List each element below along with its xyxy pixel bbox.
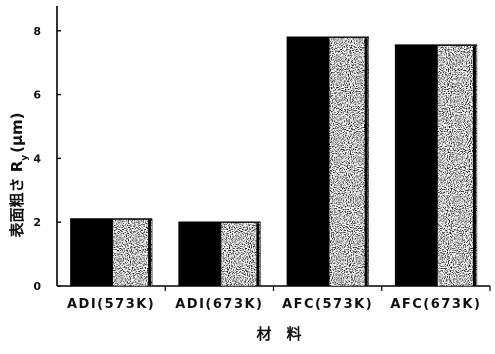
x-axis-title: 材 料 [256, 325, 301, 343]
x-tick-label-0: ADI(573K) [67, 297, 155, 312]
y-tick-label-2: 4 [33, 152, 41, 165]
svg-text:表面粗さ Ry(μm): 表面粗さ Ry (μm) [8, 112, 30, 237]
plot-area: 0 2 4 6 8 ADI(573K) ADI(673K) AFC(573K) AFC(673K… [33, 6, 491, 312]
y-axis-title-main: 表面粗さ R [8, 160, 26, 237]
bar-speckle-3 [437, 45, 477, 286]
bar-edge-2 [364, 38, 368, 287]
bar-solid-1 [178, 222, 222, 286]
y-axis-title-unit: (μm) [8, 112, 26, 152]
y-tick-label-0: 0 [33, 280, 41, 293]
bar-edge-1 [256, 223, 260, 286]
bar-solid-0 [70, 219, 113, 286]
bar-speckle-2 [329, 37, 369, 287]
y-axis-title-subscript: y [20, 155, 30, 161]
y-axis-title: 表面粗さ Ry (μm) [8, 112, 30, 237]
y-tick-label-3: 6 [33, 89, 41, 102]
bar-solid-2 [286, 37, 330, 287]
bar-speckle-1 [221, 222, 261, 286]
y-tick-label-4: 8 [33, 25, 41, 38]
x-tick-label-1: ADI(673K) [175, 297, 263, 312]
x-tick-label-2: AFC(573K) [282, 297, 373, 312]
bar-edge-3 [472, 46, 476, 286]
x-tick-label-3: AFC(673K) [390, 297, 481, 312]
bar-speckle-0 [112, 219, 153, 286]
bar-solid-3 [394, 45, 438, 286]
bar-edge-0 [148, 220, 152, 286]
y-tick-label-1: 2 [33, 216, 41, 229]
